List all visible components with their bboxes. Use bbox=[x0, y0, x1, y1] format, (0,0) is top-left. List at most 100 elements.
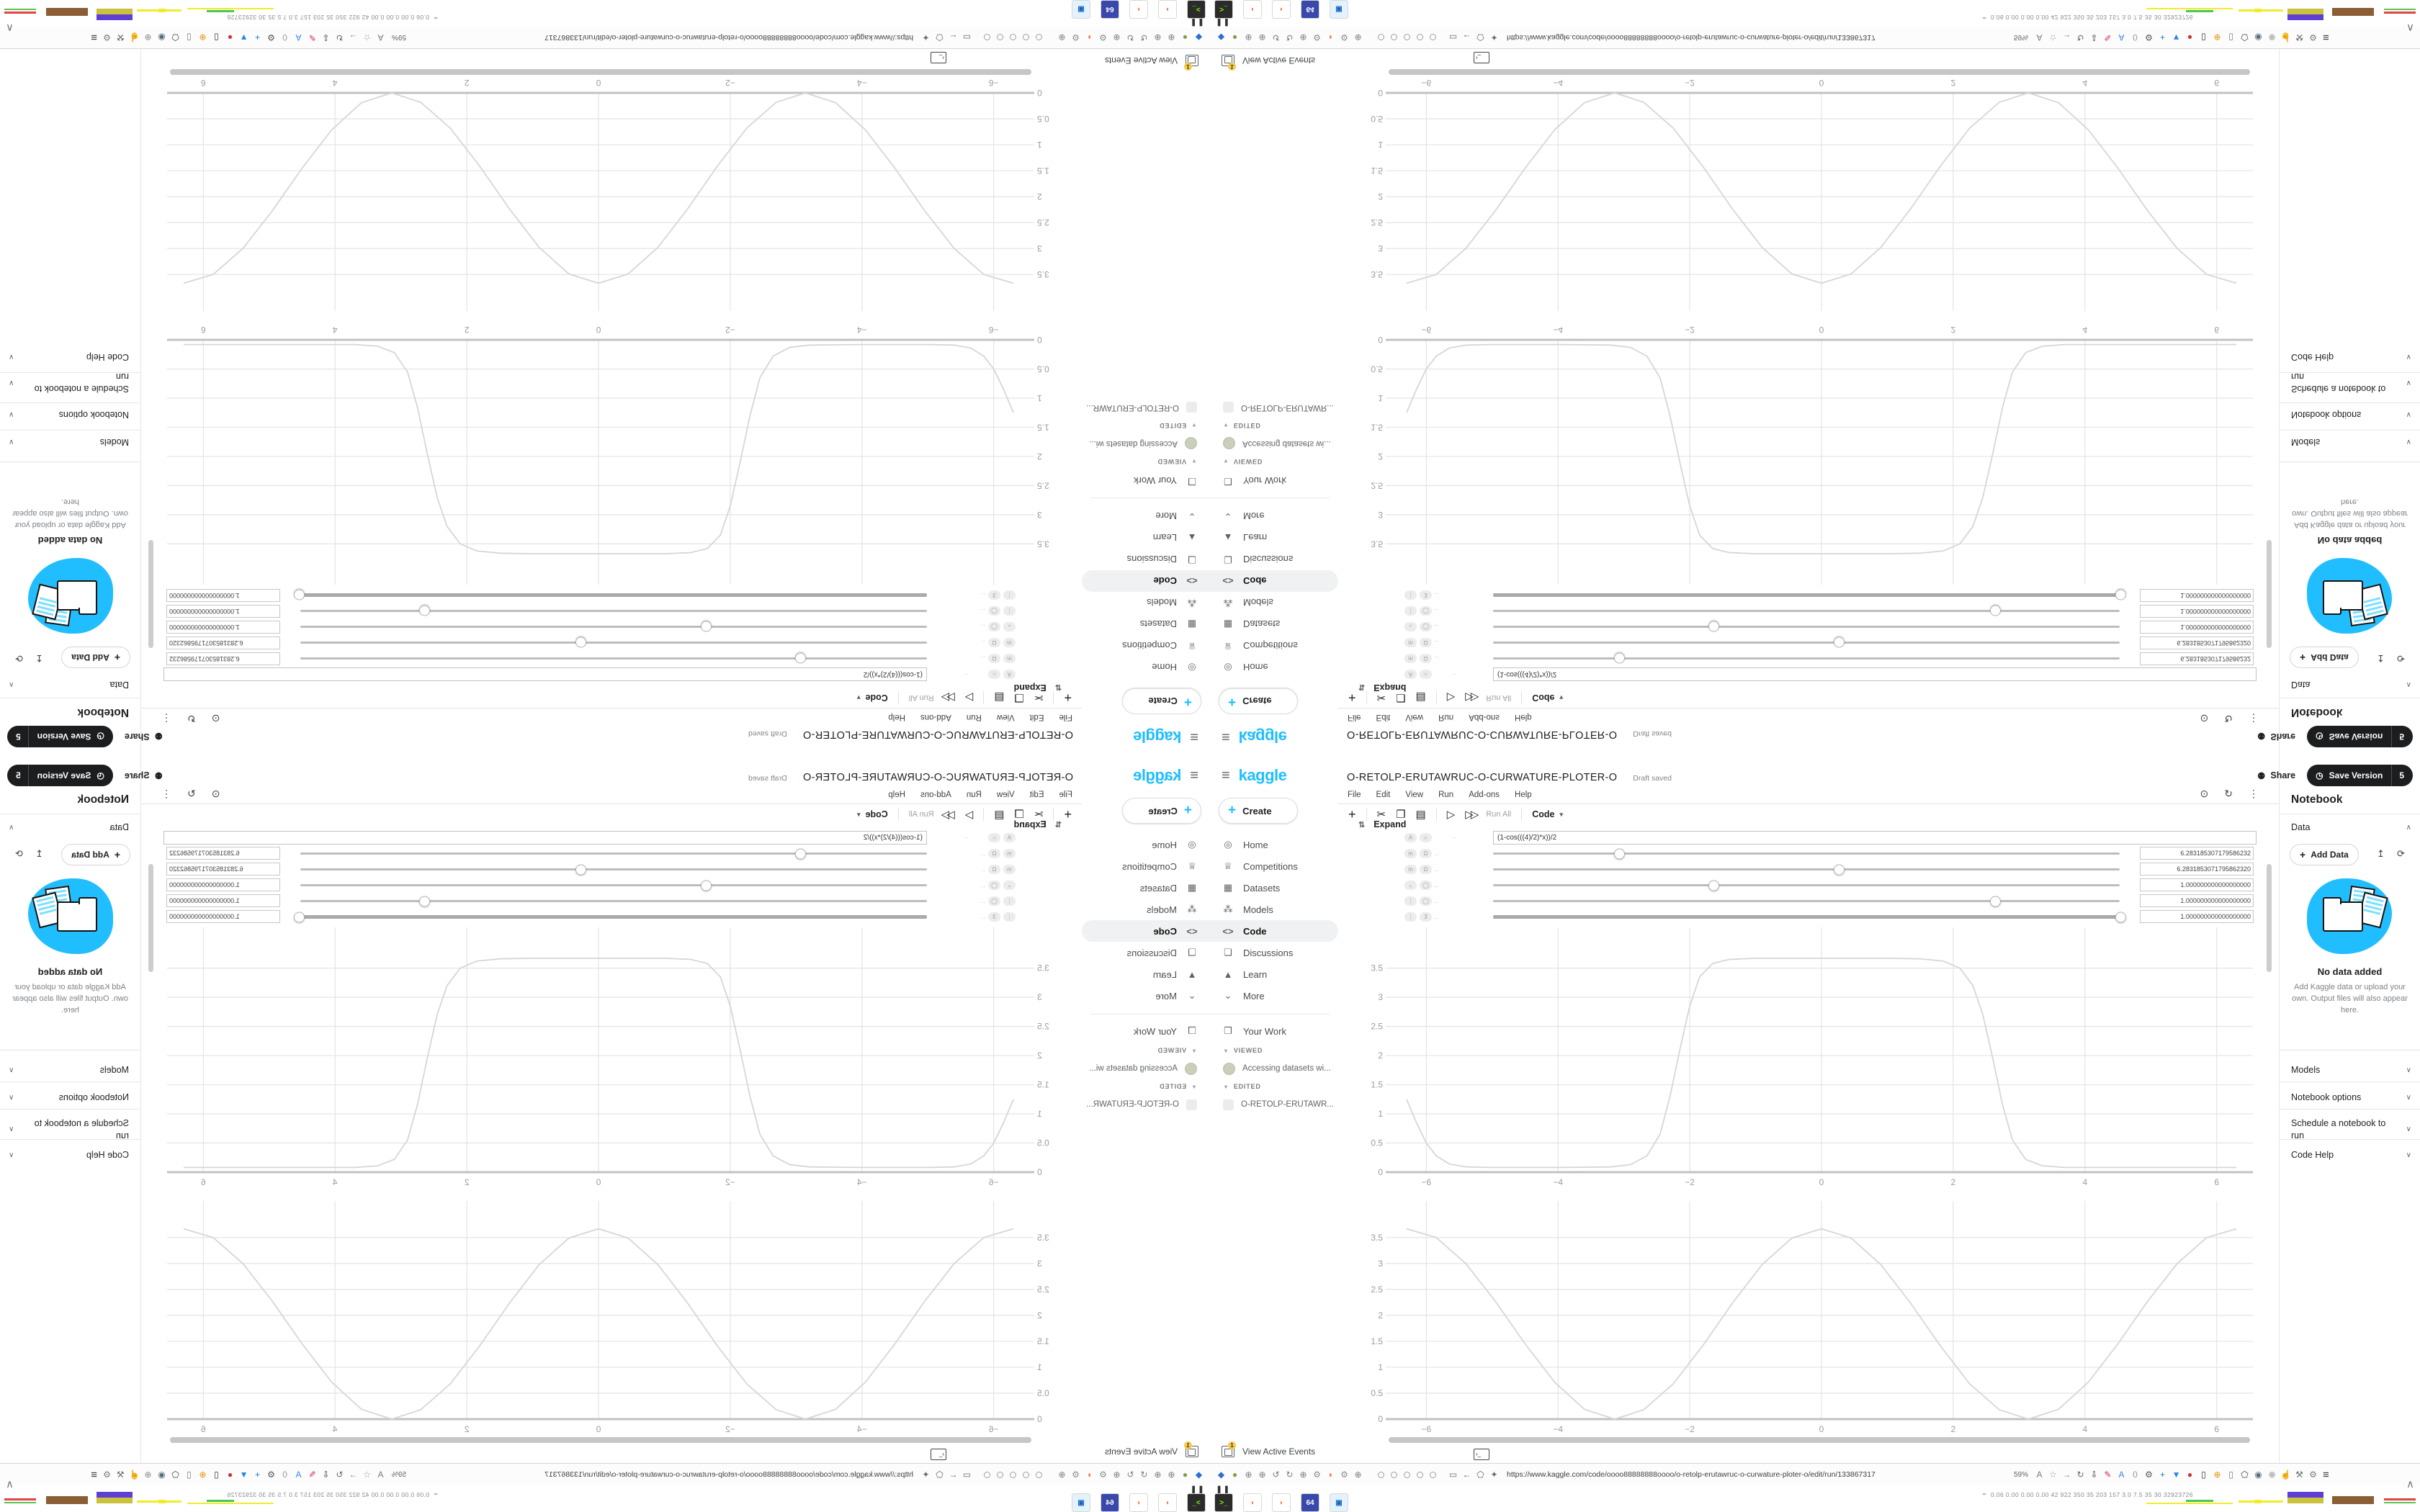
firefox-icon[interactable]: ◗ bbox=[1327, 1470, 1334, 1480]
slider-value-field[interactable]: 6.2831853071795862320 bbox=[2140, 636, 2254, 649]
tools-icon[interactable]: ⚙ bbox=[1099, 32, 1107, 42]
slider-value-field[interactable]: 1.000000000000000000 bbox=[166, 878, 280, 891]
sidebar-item-discussions[interactable]: ❏ Discussions bbox=[1210, 942, 1338, 963]
globe-icon[interactable]: ⊕ bbox=[1354, 1470, 1362, 1480]
sidebar-item-more[interactable]: ⌄ More bbox=[1082, 505, 1210, 527]
cell-type-dropdown[interactable]: Code ▾ bbox=[857, 693, 888, 703]
slider-track[interactable] bbox=[1493, 896, 2120, 906]
shield-icon[interactable]: ⬠ bbox=[1476, 32, 1484, 42]
copy-cell-button[interactable]: ❐ bbox=[1396, 808, 1406, 821]
forward-icon[interactable]: → bbox=[2062, 1470, 2071, 1480]
floppy64-launcher-icon[interactable]: 64 bbox=[1101, 0, 1119, 19]
shield-icon[interactable]: ⬠ bbox=[936, 1470, 944, 1480]
globe-icon[interactable]: ⊕ bbox=[1113, 32, 1121, 42]
slider-value-field[interactable]: 1.000000000000000000 bbox=[166, 589, 280, 602]
settings-gear-icon[interactable]: ⚙ bbox=[2309, 1470, 2317, 1480]
dark-shield-icon[interactable]: ⬠ bbox=[171, 1470, 179, 1480]
slider-value-field[interactable]: 6.2831853071795862320 bbox=[166, 636, 280, 649]
slider-value-field[interactable]: 1.000000000000000000 bbox=[166, 910, 280, 923]
trash2-icon[interactable]: ▯ bbox=[187, 1470, 192, 1480]
panel-row-notebook-options[interactable]: Notebook options ∨ bbox=[2291, 410, 2411, 420]
menu-item[interactable]: File bbox=[1348, 791, 1361, 799]
kebab-menu-icon[interactable]: ⋮ bbox=[2249, 788, 2259, 799]
sidebar-item-your-work[interactable]: ❒ Your Work bbox=[1210, 1020, 1338, 1042]
formula-input[interactable]: (1-cos(((4)/2)*x))/2 bbox=[1493, 667, 2257, 681]
slider-track[interactable] bbox=[1493, 637, 2120, 648]
copy-cell-button[interactable]: ❐ bbox=[1014, 691, 1024, 704]
globe-icon[interactable]: ⊕ bbox=[1154, 1470, 1162, 1480]
menu-item[interactable]: Add-ons bbox=[920, 713, 951, 721]
console-toggle-button[interactable]: ›_ bbox=[1474, 1449, 1489, 1460]
trash2-icon[interactable]: ▯ bbox=[2228, 32, 2233, 42]
add-data-button[interactable]: + Add Data bbox=[2290, 647, 2359, 668]
formula-input[interactable]: (1-cos(((4)/2)*x))/2 bbox=[1493, 831, 2257, 845]
drop-extension-icon[interactable]: ◆ bbox=[1195, 1470, 1203, 1480]
sidebar-item-models[interactable]: ⁂ Models bbox=[1147, 904, 1197, 915]
run-all-label[interactable]: Run All bbox=[908, 810, 934, 819]
gray-globe-icon[interactable]: ⊕ bbox=[2268, 32, 2276, 42]
save-version-button[interactable]: ◷ Save Version 5 bbox=[7, 726, 113, 747]
blue-plus-icon[interactable]: + bbox=[254, 1470, 260, 1480]
add-cell-button[interactable]: + bbox=[1348, 690, 1356, 705]
floppy64-launcher-icon[interactable]: 64 bbox=[1101, 1493, 1119, 1512]
edited-section-header[interactable]: ▾ EDITED bbox=[1224, 1083, 1261, 1090]
menu-item[interactable]: Run bbox=[966, 713, 982, 721]
view-active-events[interactable]: 1 View Active Events bbox=[1210, 55, 1315, 71]
globe-icon[interactable]: ⊕ bbox=[1258, 32, 1266, 42]
blue-plus-icon[interactable]: + bbox=[2160, 32, 2166, 42]
translate-extension-icon[interactable]: A bbox=[377, 1470, 384, 1480]
refresh-icon[interactable]: ⟳ bbox=[15, 848, 23, 859]
slider-handle[interactable] bbox=[1833, 864, 1845, 875]
url-bar[interactable]: https://www.kaggle.com/code/oooo88888888… bbox=[544, 33, 913, 42]
run-all-label[interactable]: Run All bbox=[1486, 810, 1512, 819]
reload-icon[interactable]: ↻ bbox=[2076, 32, 2084, 42]
viewed-notebook-item[interactable]: Accessing datasets wi... bbox=[1082, 434, 1210, 453]
sidebar-item-home[interactable]: ◎ Home bbox=[1210, 834, 1338, 855]
highlighter-extension-icon[interactable]: ✎ bbox=[308, 32, 316, 42]
thumb-icon[interactable]: ☝ bbox=[129, 32, 140, 42]
dark-gear-icon[interactable]: ⚙ bbox=[267, 1470, 275, 1480]
highlighter-extension-icon[interactable]: ✎ bbox=[2104, 32, 2112, 42]
hamburger-menu-icon[interactable]: ≡ bbox=[1190, 729, 1198, 744]
trash-icon[interactable]: ▯ bbox=[2201, 1470, 2206, 1480]
back-icon[interactable]: ← bbox=[1462, 32, 1471, 42]
add-cell-button[interactable]: + bbox=[1064, 807, 1072, 822]
save-version-button[interactable]: ◷ Save Version 5 bbox=[2307, 765, 2413, 786]
highlighter-extension-icon[interactable]: ✎ bbox=[308, 1470, 316, 1480]
gear-icon[interactable]: ⚙ bbox=[1072, 1470, 1080, 1480]
slider-handle[interactable] bbox=[1990, 896, 2001, 906]
badge-icon[interactable]: ◉ bbox=[158, 1470, 166, 1480]
slider-value-field[interactable]: 6.2831853071795862320 bbox=[2140, 863, 2254, 876]
sidebar-item-models[interactable]: ⁂ Models bbox=[1223, 597, 1273, 609]
settings-gear-icon[interactable]: ⚙ bbox=[2309, 32, 2317, 42]
slider-value-field[interactable]: 6.283185307179586232 bbox=[166, 652, 280, 665]
slider-track[interactable] bbox=[1493, 848, 2120, 859]
blue-plus-icon[interactable]: + bbox=[2160, 1470, 2166, 1480]
slider-value-field[interactable]: 1.000000000000000000 bbox=[2140, 910, 2254, 923]
highlighter-extension-icon[interactable]: ✎ bbox=[2104, 1470, 2112, 1480]
globe-icon[interactable]: ⊕ bbox=[1058, 32, 1066, 42]
expand-control[interactable]: ⇅ Expand bbox=[1013, 683, 1062, 693]
translate-blue-icon[interactable]: A bbox=[295, 32, 302, 42]
run-cell-button[interactable]: ▷ bbox=[964, 691, 974, 704]
console-toggle-button[interactable]: ›_ bbox=[931, 52, 946, 63]
slider-track[interactable] bbox=[300, 637, 927, 648]
refresh-icon[interactable]: ⟳ bbox=[15, 653, 23, 664]
zoom-level-badge[interactable]: 59% bbox=[2014, 1470, 2029, 1479]
sidebar-item-home[interactable]: ◎ Home bbox=[1082, 657, 1210, 678]
menu-item[interactable]: Help bbox=[888, 713, 905, 721]
vertical-scrollbar[interactable] bbox=[148, 540, 153, 648]
sidebar-item-competitions[interactable]: ♕ Competitions bbox=[1082, 635, 1210, 657]
panel-row-data[interactable]: Data ∧ bbox=[2291, 680, 2411, 690]
hamburger-menu-icon[interactable]: ≡ bbox=[1190, 768, 1198, 783]
color-globe-icon[interactable]: ⊕ bbox=[199, 1470, 207, 1480]
slider-handle[interactable] bbox=[701, 880, 712, 891]
menu-item[interactable]: File bbox=[1059, 713, 1072, 721]
horizontal-scrollbar[interactable] bbox=[170, 1437, 1031, 1443]
slider-track[interactable] bbox=[300, 880, 927, 891]
slider-handle[interactable] bbox=[795, 848, 806, 859]
panel-row-data[interactable]: Data ∧ bbox=[9, 822, 129, 832]
add-data-button[interactable]: + Add Data bbox=[61, 844, 130, 865]
menu-item[interactable]: File bbox=[1348, 713, 1361, 721]
sidebar-item-code[interactable]: <> Code bbox=[1210, 920, 1338, 942]
